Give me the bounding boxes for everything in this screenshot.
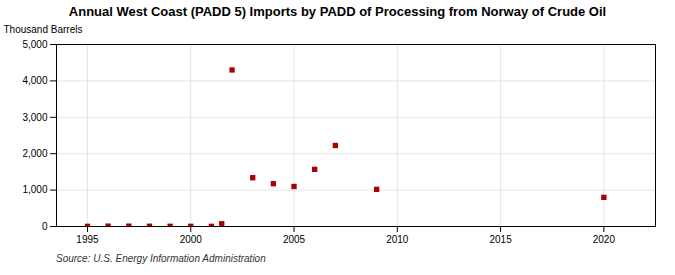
html-text:Annual West Coast (PADD 5) Imp: Annual West Coast (PADD 5) Imports by PA… bbox=[68, 4, 607, 19]
svg-text:3,000: 3,000 bbox=[22, 112, 47, 123]
svg-text:4,000: 4,000 bbox=[22, 75, 47, 86]
html-text:Source: U.S. Energy Informatio: Source: U.S. Energy Information Administ… bbox=[56, 253, 266, 264]
svg-text:2005: 2005 bbox=[283, 234, 306, 245]
svg-text:5,000: 5,000 bbox=[22, 39, 47, 50]
svg-text:2010: 2010 bbox=[386, 234, 409, 245]
svg-text:2015: 2015 bbox=[489, 234, 512, 245]
svg-text:2000: 2000 bbox=[180, 234, 203, 245]
svg-text:0: 0 bbox=[42, 221, 48, 232]
svg-text:Thousand Barrels: Thousand Barrels bbox=[4, 24, 83, 35]
svg-text:2,000: 2,000 bbox=[22, 148, 47, 159]
svg-text:2020: 2020 bbox=[593, 234, 616, 245]
svg-text:1,000: 1,000 bbox=[22, 184, 47, 195]
svg-text:1995: 1995 bbox=[76, 234, 99, 245]
